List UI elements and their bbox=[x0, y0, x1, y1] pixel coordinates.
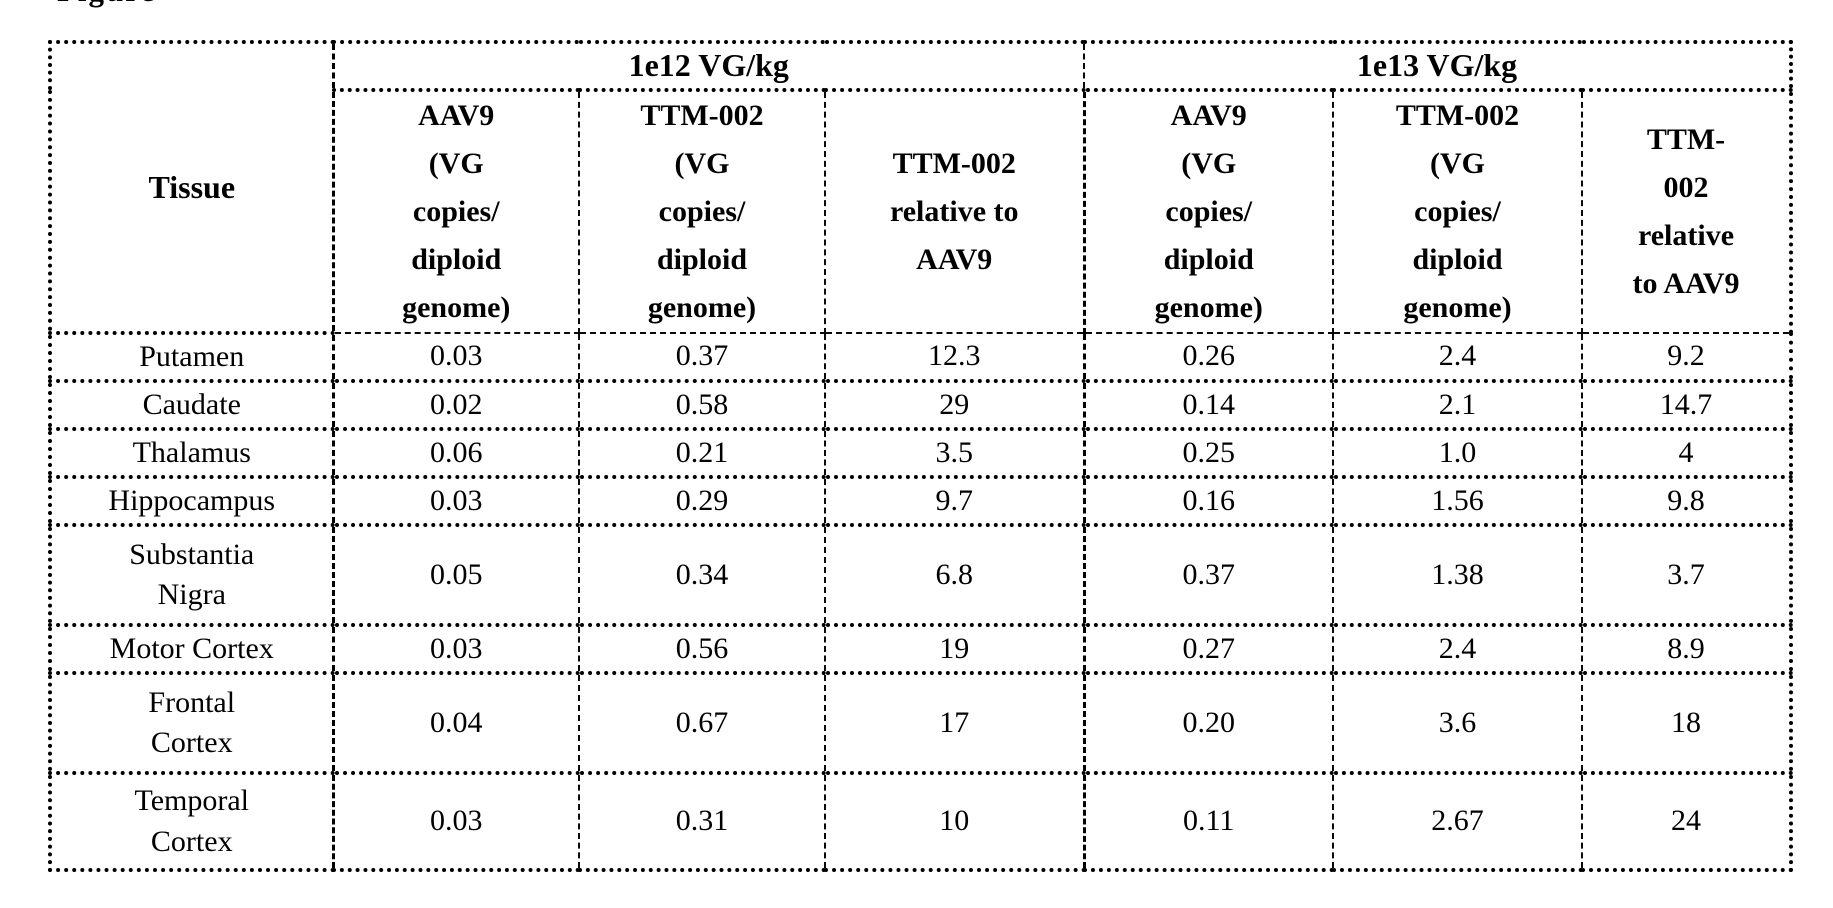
value-cell: 2.4 bbox=[1332, 623, 1583, 674]
value-cell: 0.03 bbox=[332, 771, 580, 871]
value-cell: 9.2 bbox=[1580, 332, 1793, 382]
value-cell: 3.6 bbox=[1332, 671, 1583, 774]
value-cell: 0.11 bbox=[1082, 771, 1334, 871]
value-cell: 0.06 bbox=[332, 427, 580, 478]
table-body: Putamen 0.03 0.37 12.3 0.26 2.4 9.2 Caud… bbox=[49, 332, 1793, 871]
value-cell: 6.8 bbox=[824, 523, 1085, 626]
value-cell: 12.3 bbox=[824, 332, 1085, 382]
value-cell: 0.25 bbox=[1082, 427, 1334, 478]
column-header-ratio-1e13: TTM- 002 relative to AAV9 bbox=[1580, 89, 1793, 334]
value-cell: 2.4 bbox=[1332, 332, 1583, 382]
value-cell: 4 bbox=[1580, 427, 1793, 478]
value-cell: 9.7 bbox=[824, 475, 1085, 526]
value-cell: 0.67 bbox=[578, 671, 826, 774]
value-cell: 1.38 bbox=[1332, 523, 1583, 626]
table-row-hippocampus: Hippocampus 0.03 0.29 9.7 0.16 1.56 9.8 bbox=[49, 475, 1793, 526]
value-cell: 0.29 bbox=[578, 475, 826, 526]
tissue-cell: Substantia Nigra bbox=[49, 523, 335, 626]
value-cell: 1.0 bbox=[1332, 427, 1583, 478]
value-cell: 24 bbox=[1580, 771, 1793, 871]
dose-group-1e12: 1e12 VG/kg bbox=[332, 41, 1085, 92]
value-cell: 10 bbox=[824, 771, 1085, 871]
value-cell: 8.9 bbox=[1580, 623, 1793, 674]
table-row-caudate: Caudate 0.02 0.58 29 0.14 2.1 14.7 bbox=[49, 379, 1793, 430]
value-cell: 3.5 bbox=[824, 427, 1085, 478]
value-cell: 0.58 bbox=[578, 379, 826, 430]
value-cell: 0.05 bbox=[332, 523, 580, 626]
tissue-cell: Motor Cortex bbox=[49, 623, 335, 674]
value-cell: 0.56 bbox=[578, 623, 826, 674]
value-cell: 0.03 bbox=[332, 332, 580, 382]
tissue-cell: Thalamus bbox=[49, 427, 335, 478]
dose-group-row: Tissue 1e12 VG/kg 1e13 VG/kg bbox=[49, 41, 1793, 335]
value-cell: 19 bbox=[824, 623, 1085, 674]
column-header-aav9-1e12: AAV9 (VG copies/ diploid genome) bbox=[332, 89, 580, 334]
value-cell: 14.7 bbox=[1580, 379, 1793, 430]
tissue-cell: Caudate bbox=[49, 379, 335, 430]
tissue-cell: Temporal Cortex bbox=[49, 771, 335, 871]
value-cell: 0.03 bbox=[332, 475, 580, 526]
value-cell: 0.04 bbox=[332, 671, 580, 774]
value-cell: 0.27 bbox=[1082, 623, 1334, 674]
column-header-ttm002-1e13: TTM-002 (VG copies/ diploid genome) bbox=[1332, 89, 1583, 334]
column-header-ratio-1e12: TTM-002 relative to AAV9 bbox=[824, 89, 1085, 334]
table-row-temporal-cortex: Temporal Cortex 0.03 0.31 10 0.11 2.67 2… bbox=[49, 771, 1793, 871]
value-cell: 9.8 bbox=[1580, 475, 1793, 526]
value-cell: 0.37 bbox=[578, 332, 826, 382]
tissue-cell: Putamen bbox=[49, 332, 335, 382]
column-header-aav9-1e13: AAV9 (VG copies/ diploid genome) bbox=[1082, 89, 1334, 334]
value-cell: 0.14 bbox=[1082, 379, 1334, 430]
column-header-tissue: Tissue bbox=[49, 41, 335, 335]
clipped-text-fragment: Figure bbox=[57, 0, 277, 11]
table-row-thalamus: Thalamus 0.06 0.21 3.5 0.25 1.0 4 bbox=[49, 427, 1793, 478]
column-header-row: AAV9 (VG copies/ diploid genome) TTM-002… bbox=[50, 89, 1793, 334]
value-cell: 0.20 bbox=[1082, 671, 1334, 774]
value-cell: 1.56 bbox=[1332, 475, 1583, 526]
value-cell: 18 bbox=[1580, 671, 1793, 774]
tissue-cell: Frontal Cortex bbox=[49, 671, 335, 774]
table-row-substantia-nigra: Substantia Nigra 0.05 0.34 6.8 0.37 1.38… bbox=[49, 523, 1793, 626]
table-header: Tissue 1e12 VG/kg 1e13 VG/kg AAV9 (VG co… bbox=[49, 41, 1793, 335]
value-cell: 29 bbox=[824, 379, 1085, 430]
value-cell: 0.21 bbox=[578, 427, 826, 478]
value-cell: 0.26 bbox=[1082, 332, 1334, 382]
table-row-frontal-cortex: Frontal Cortex 0.04 0.67 17 0.20 3.6 18 bbox=[49, 671, 1793, 774]
value-cell: 0.16 bbox=[1082, 475, 1334, 526]
value-cell: 0.37 bbox=[1082, 523, 1334, 626]
value-cell: 0.03 bbox=[332, 623, 580, 674]
value-cell: 3.7 bbox=[1580, 523, 1793, 626]
table-row-motor-cortex: Motor Cortex 0.03 0.56 19 0.27 2.4 8.9 bbox=[49, 623, 1793, 674]
biodistribution-table: Tissue 1e12 VG/kg 1e13 VG/kg AAV9 (VG co… bbox=[48, 40, 1794, 872]
clipped-text: Figure bbox=[57, 0, 277, 9]
value-cell: 0.31 bbox=[578, 771, 826, 871]
dose-group-1e13: 1e13 VG/kg bbox=[1082, 41, 1793, 92]
value-cell: 2.67 bbox=[1332, 771, 1583, 871]
value-cell: 0.02 bbox=[332, 379, 580, 430]
value-cell: 17 bbox=[824, 671, 1085, 774]
value-cell: 2.1 bbox=[1332, 379, 1583, 430]
table-row-putamen: Putamen 0.03 0.37 12.3 0.26 2.4 9.2 bbox=[49, 332, 1793, 382]
column-header-ttm002-1e12: TTM-002 (VG copies/ diploid genome) bbox=[578, 89, 826, 334]
tissue-cell: Hippocampus bbox=[49, 475, 335, 526]
value-cell: 0.34 bbox=[578, 523, 826, 626]
